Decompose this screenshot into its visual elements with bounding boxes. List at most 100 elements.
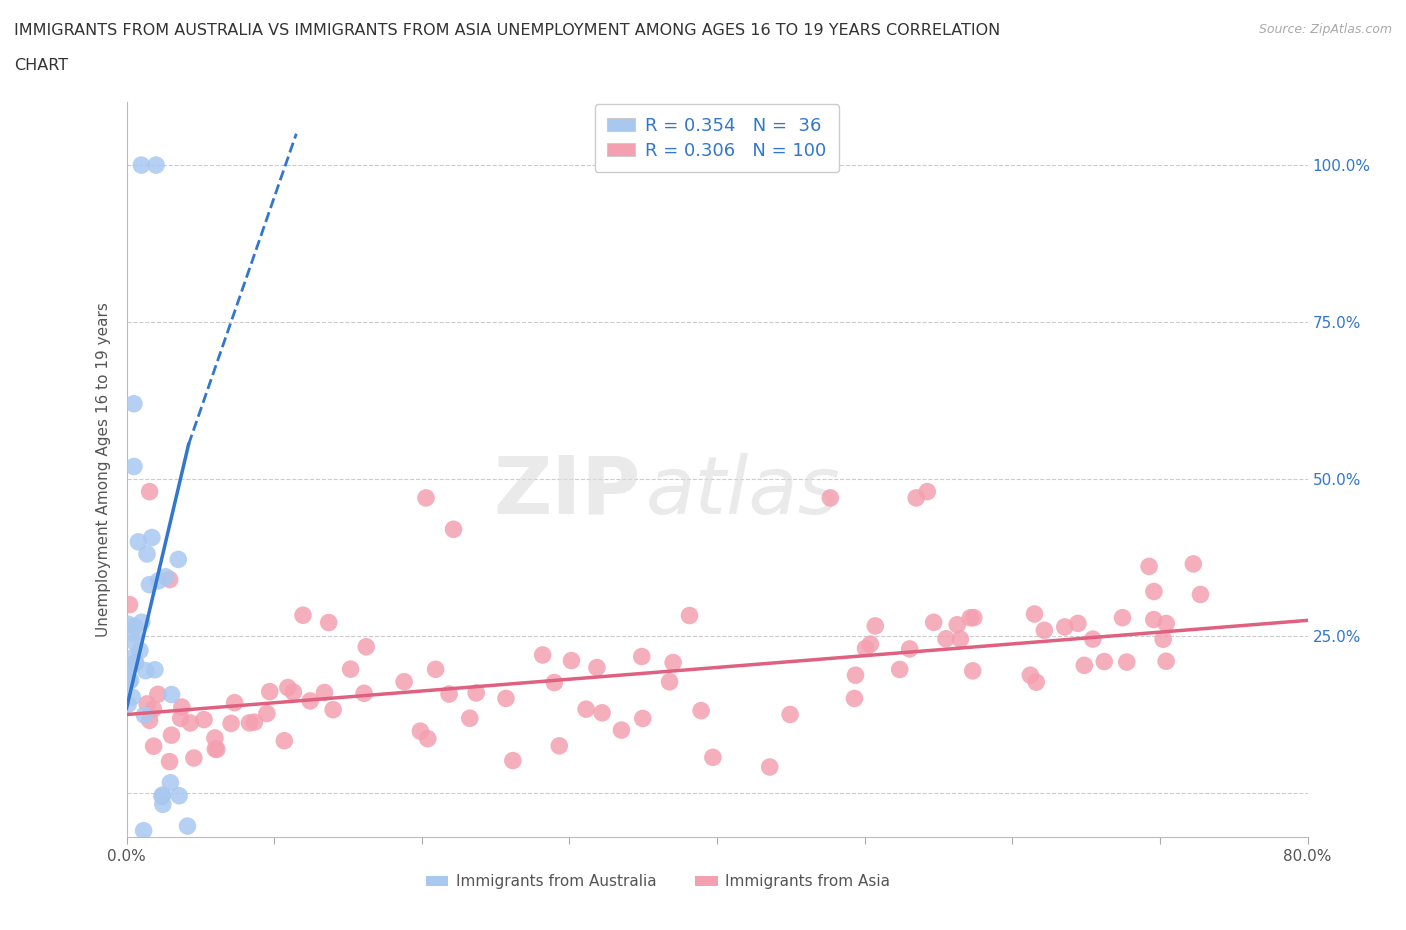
Point (443, 522, 465, 537)
Point (1053, 619, 1076, 634)
Point (124, 635, 146, 650)
Point (1189, 587, 1212, 602)
Point (1143, 612, 1166, 627)
Point (531, 647, 554, 662)
Point (129, 643, 152, 658)
Point (353, 685, 375, 700)
Point (183, 751, 205, 765)
Point (1092, 654, 1115, 669)
Point (138, 578, 160, 592)
Point (256, 706, 278, 721)
Point (121, 690, 143, 705)
Point (946, 618, 969, 632)
Point (318, 615, 340, 630)
Point (143, 662, 166, 677)
Point (120, 672, 142, 687)
Point (855, 641, 877, 656)
Point (150, 789, 173, 804)
Point (591, 705, 613, 720)
Point (136, 547, 159, 562)
Point (1152, 631, 1174, 646)
Point (138, 712, 160, 727)
Point (118, 597, 141, 612)
Point (159, 572, 181, 587)
Point (1067, 616, 1090, 631)
Point (905, 490, 928, 505)
Point (179, 715, 201, 730)
Point (167, 789, 190, 804)
Point (415, 490, 437, 505)
Point (322, 702, 344, 717)
Y-axis label: Unemployment Among Ages 16 to 19 years: Unemployment Among Ages 16 to 19 years (96, 302, 111, 637)
Text: Source: ZipAtlas.com: Source: ZipAtlas.com (1258, 23, 1392, 36)
Point (122, 459, 145, 474)
Point (935, 631, 957, 646)
Point (204, 741, 226, 756)
Point (962, 663, 984, 678)
Point (465, 685, 488, 700)
Point (170, 699, 193, 714)
Point (117, 661, 139, 676)
Text: ZIP: ZIP (494, 453, 640, 531)
Point (917, 485, 939, 499)
Point (292, 608, 315, 623)
Point (124, 655, 146, 670)
Point (1154, 616, 1177, 631)
Point (859, 637, 882, 652)
Text: atlas: atlas (647, 453, 841, 531)
Point (219, 716, 242, 731)
Point (610, 723, 633, 737)
Point (1025, 675, 1047, 690)
Point (142, 738, 165, 753)
Point (299, 694, 322, 709)
Point (259, 684, 281, 699)
Point (1019, 668, 1042, 683)
Point (205, 742, 228, 757)
Point (148, 574, 170, 589)
Point (758, 760, 780, 775)
Point (690, 703, 713, 718)
Point (127, 535, 149, 550)
Point (1024, 606, 1046, 621)
Point (152, 788, 174, 803)
Point (560, 653, 582, 668)
Point (922, 615, 945, 630)
Point (392, 674, 415, 689)
Point (820, 490, 842, 505)
Point (155, 569, 177, 584)
Point (152, 797, 174, 812)
Point (120, 658, 142, 672)
Point (865, 618, 887, 633)
Point (145, 158, 167, 173)
Point (658, 674, 681, 689)
Point (1154, 654, 1177, 669)
Point (273, 733, 295, 748)
Point (586, 660, 609, 675)
Point (949, 631, 972, 646)
Point (160, 728, 183, 743)
Point (779, 707, 801, 722)
Point (963, 610, 986, 625)
Point (425, 662, 447, 677)
Point (631, 711, 654, 726)
Point (575, 702, 598, 717)
Point (134, 708, 156, 723)
Point (416, 731, 439, 746)
Point (889, 662, 911, 677)
Point (1182, 556, 1205, 571)
Point (135, 663, 157, 678)
Point (283, 684, 305, 699)
Point (1081, 631, 1104, 646)
Point (314, 685, 336, 700)
Point (844, 691, 866, 706)
Legend: Immigrants from Australia, Immigrants from Asia: Immigrants from Australia, Immigrants fr… (419, 869, 897, 896)
Point (124, 618, 146, 633)
Point (702, 750, 724, 764)
Point (495, 691, 517, 706)
Point (129, 158, 153, 173)
Point (146, 687, 169, 702)
Point (1073, 658, 1095, 672)
Point (844, 668, 866, 683)
Point (136, 697, 159, 711)
Point (142, 701, 165, 716)
